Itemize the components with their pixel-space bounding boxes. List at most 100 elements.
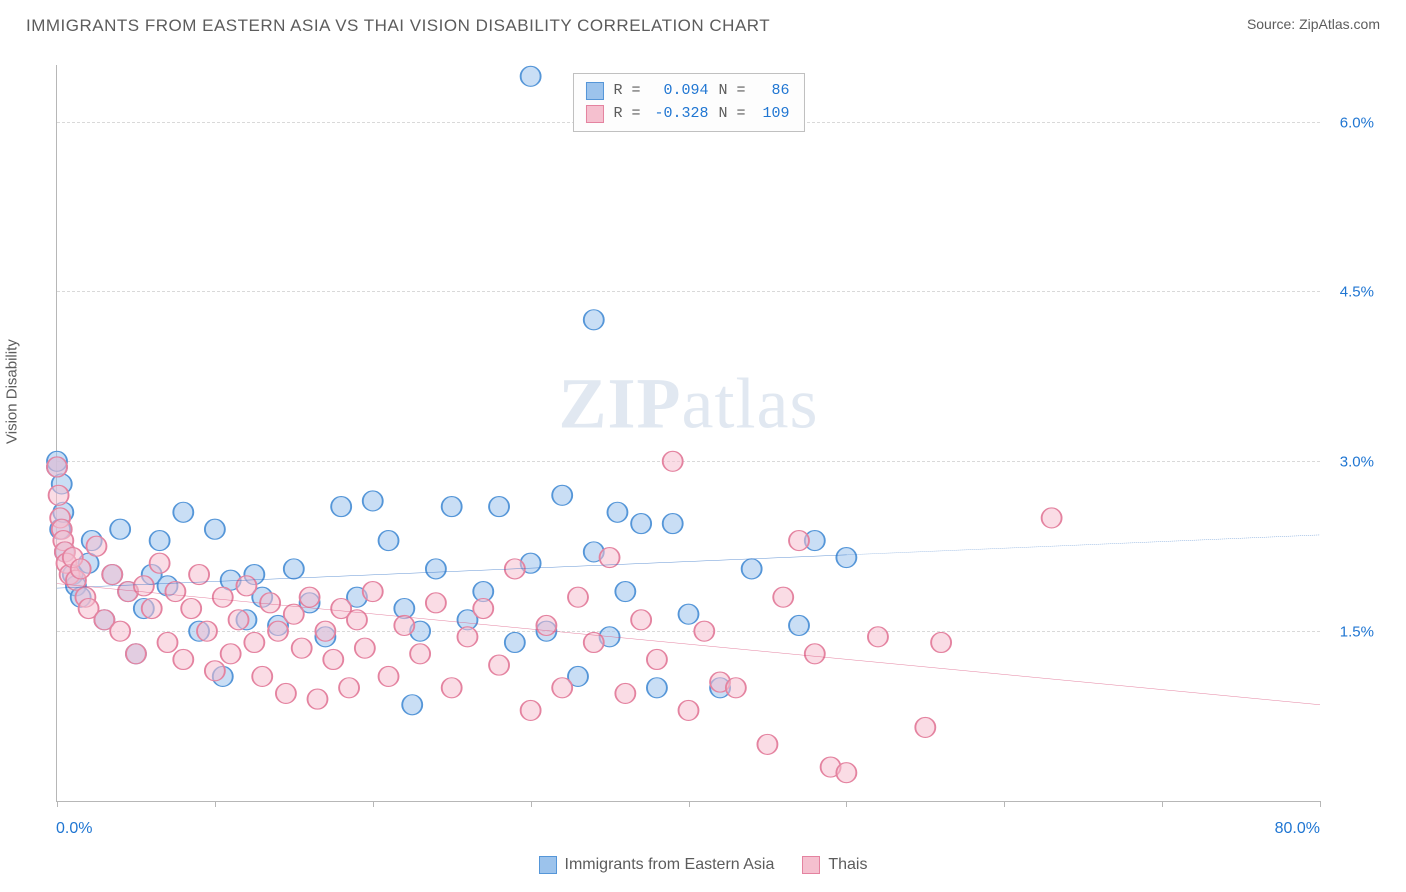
scatter-point	[552, 485, 572, 505]
legend-row-series2: R = -0.328 N = 109	[585, 103, 789, 126]
scatter-point	[347, 610, 367, 630]
scatter-point	[457, 627, 477, 647]
scatter-point	[221, 644, 241, 664]
scatter-point	[931, 632, 951, 652]
scatter-point	[607, 502, 627, 522]
scatter-point	[110, 621, 130, 641]
y-tick-label: 3.0%	[1340, 454, 1374, 471]
x-tick	[689, 801, 690, 807]
chart-title: IMMIGRANTS FROM EASTERN ASIA VS THAI VIS…	[26, 16, 770, 36]
scatter-point	[615, 683, 635, 703]
scatter-point	[536, 615, 556, 635]
scatter-point	[836, 548, 856, 568]
scatter-point	[789, 615, 809, 635]
x-axis-labels: 0.0% 80.0%	[56, 814, 1320, 838]
scatter-point	[126, 644, 146, 664]
legend-label-series2: Thais	[828, 856, 867, 874]
series-legend: Immigrants from Eastern Asia Thais	[0, 856, 1406, 874]
scatter-point	[229, 610, 249, 630]
scatter-point	[47, 457, 67, 477]
scatter-point	[394, 615, 414, 635]
scatter-point	[292, 638, 312, 658]
x-tick	[1320, 801, 1321, 807]
scatter-point	[742, 559, 762, 579]
scatter-point	[505, 632, 525, 652]
scatter-point	[315, 621, 335, 641]
scatter-point	[134, 576, 154, 596]
scatter-point	[379, 531, 399, 551]
scatter-point	[181, 598, 201, 618]
scatter-point	[323, 649, 343, 669]
scatter-point	[489, 497, 509, 517]
scatter-point	[694, 621, 714, 641]
scatter-point	[260, 593, 280, 613]
legend-row-series1: R = 0.094 N = 86	[585, 80, 789, 103]
n-value-1: 86	[756, 80, 790, 103]
scatter-point	[410, 644, 430, 664]
scatter-point	[442, 497, 462, 517]
scatter-point	[173, 649, 193, 669]
scatter-point	[789, 531, 809, 551]
x-axis-min: 0.0%	[56, 820, 92, 838]
source-attribution: Source: ZipAtlas.com	[1247, 16, 1380, 32]
scatter-point	[300, 587, 320, 607]
chart-container: Vision Disability ZIPatlas 1.5%3.0%4.5%6…	[26, 55, 1380, 832]
correlation-legend-box: R = 0.094 N = 86 R = -0.328 N = 109	[572, 73, 804, 132]
scatter-point	[426, 559, 446, 579]
scatter-point	[189, 565, 209, 585]
y-axis-title: Vision Disability	[4, 339, 21, 444]
scatter-point	[631, 514, 651, 534]
scatter-point	[339, 678, 359, 698]
legend-item-series2: Thais	[802, 856, 867, 874]
r-label-1: R =	[613, 80, 640, 103]
scatter-point	[244, 632, 264, 652]
scatter-point	[102, 565, 122, 585]
source-label: Source:	[1247, 16, 1295, 32]
legend-item-series1: Immigrants from Eastern Asia	[539, 856, 775, 874]
scatter-point	[868, 627, 888, 647]
scatter-point	[584, 632, 604, 652]
y-tick-label: 1.5%	[1340, 624, 1374, 641]
scatter-point	[150, 553, 170, 573]
scatter-point	[252, 666, 272, 686]
scatter-point	[489, 655, 509, 675]
legend-swatch-series1	[585, 82, 603, 100]
x-axis-max: 80.0%	[1275, 820, 1320, 838]
scatter-point	[679, 700, 699, 720]
scatter-point	[205, 519, 225, 539]
scatter-svg	[57, 65, 1320, 801]
scatter-point	[236, 576, 256, 596]
scatter-point	[805, 644, 825, 664]
source-name: ZipAtlas.com	[1299, 16, 1380, 32]
scatter-point	[757, 734, 777, 754]
legend-label-series1: Immigrants from Eastern Asia	[565, 856, 775, 874]
scatter-point	[379, 666, 399, 686]
scatter-point	[631, 610, 651, 630]
scatter-point	[173, 502, 193, 522]
scatter-point	[284, 559, 304, 579]
x-tick	[215, 801, 216, 807]
y-tick-label: 4.5%	[1340, 284, 1374, 301]
scatter-point	[836, 763, 856, 783]
scatter-point	[663, 451, 683, 471]
y-tick-label: 6.0%	[1340, 114, 1374, 131]
scatter-point	[205, 661, 225, 681]
scatter-point	[679, 604, 699, 624]
scatter-point	[426, 593, 446, 613]
plot-area: ZIPatlas 1.5%3.0%4.5%6.0% R = 0.094 N = …	[56, 65, 1320, 802]
n-value-2: 109	[756, 103, 790, 126]
scatter-point	[402, 695, 422, 715]
x-tick	[373, 801, 374, 807]
scatter-point	[284, 604, 304, 624]
x-tick	[846, 801, 847, 807]
n-label-1: N =	[719, 80, 746, 103]
scatter-point	[150, 531, 170, 551]
scatter-point	[663, 514, 683, 534]
legend-swatch-series2	[585, 105, 603, 123]
scatter-point	[363, 582, 383, 602]
scatter-point	[142, 598, 162, 618]
scatter-point	[552, 678, 572, 698]
scatter-point	[773, 587, 793, 607]
scatter-point	[615, 582, 635, 602]
scatter-point	[521, 700, 541, 720]
